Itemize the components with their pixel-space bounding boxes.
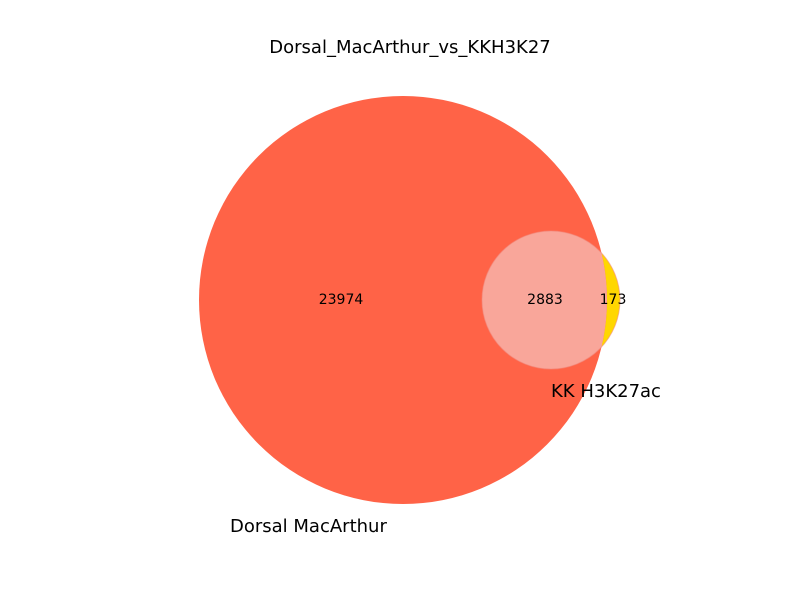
set-a-circle	[199, 96, 607, 504]
count-only-a: 23974	[319, 292, 364, 308]
set-b-label: KK H3K27ac	[551, 381, 661, 402]
set-b-outline	[481, 230, 621, 370]
chart-title: Dorsal_MacArthur_vs_KKH3K27	[269, 37, 550, 58]
count-only-b: 173	[600, 292, 627, 308]
set-a-label: Dorsal MacArthur	[230, 516, 387, 537]
count-both: 2883	[527, 292, 563, 308]
